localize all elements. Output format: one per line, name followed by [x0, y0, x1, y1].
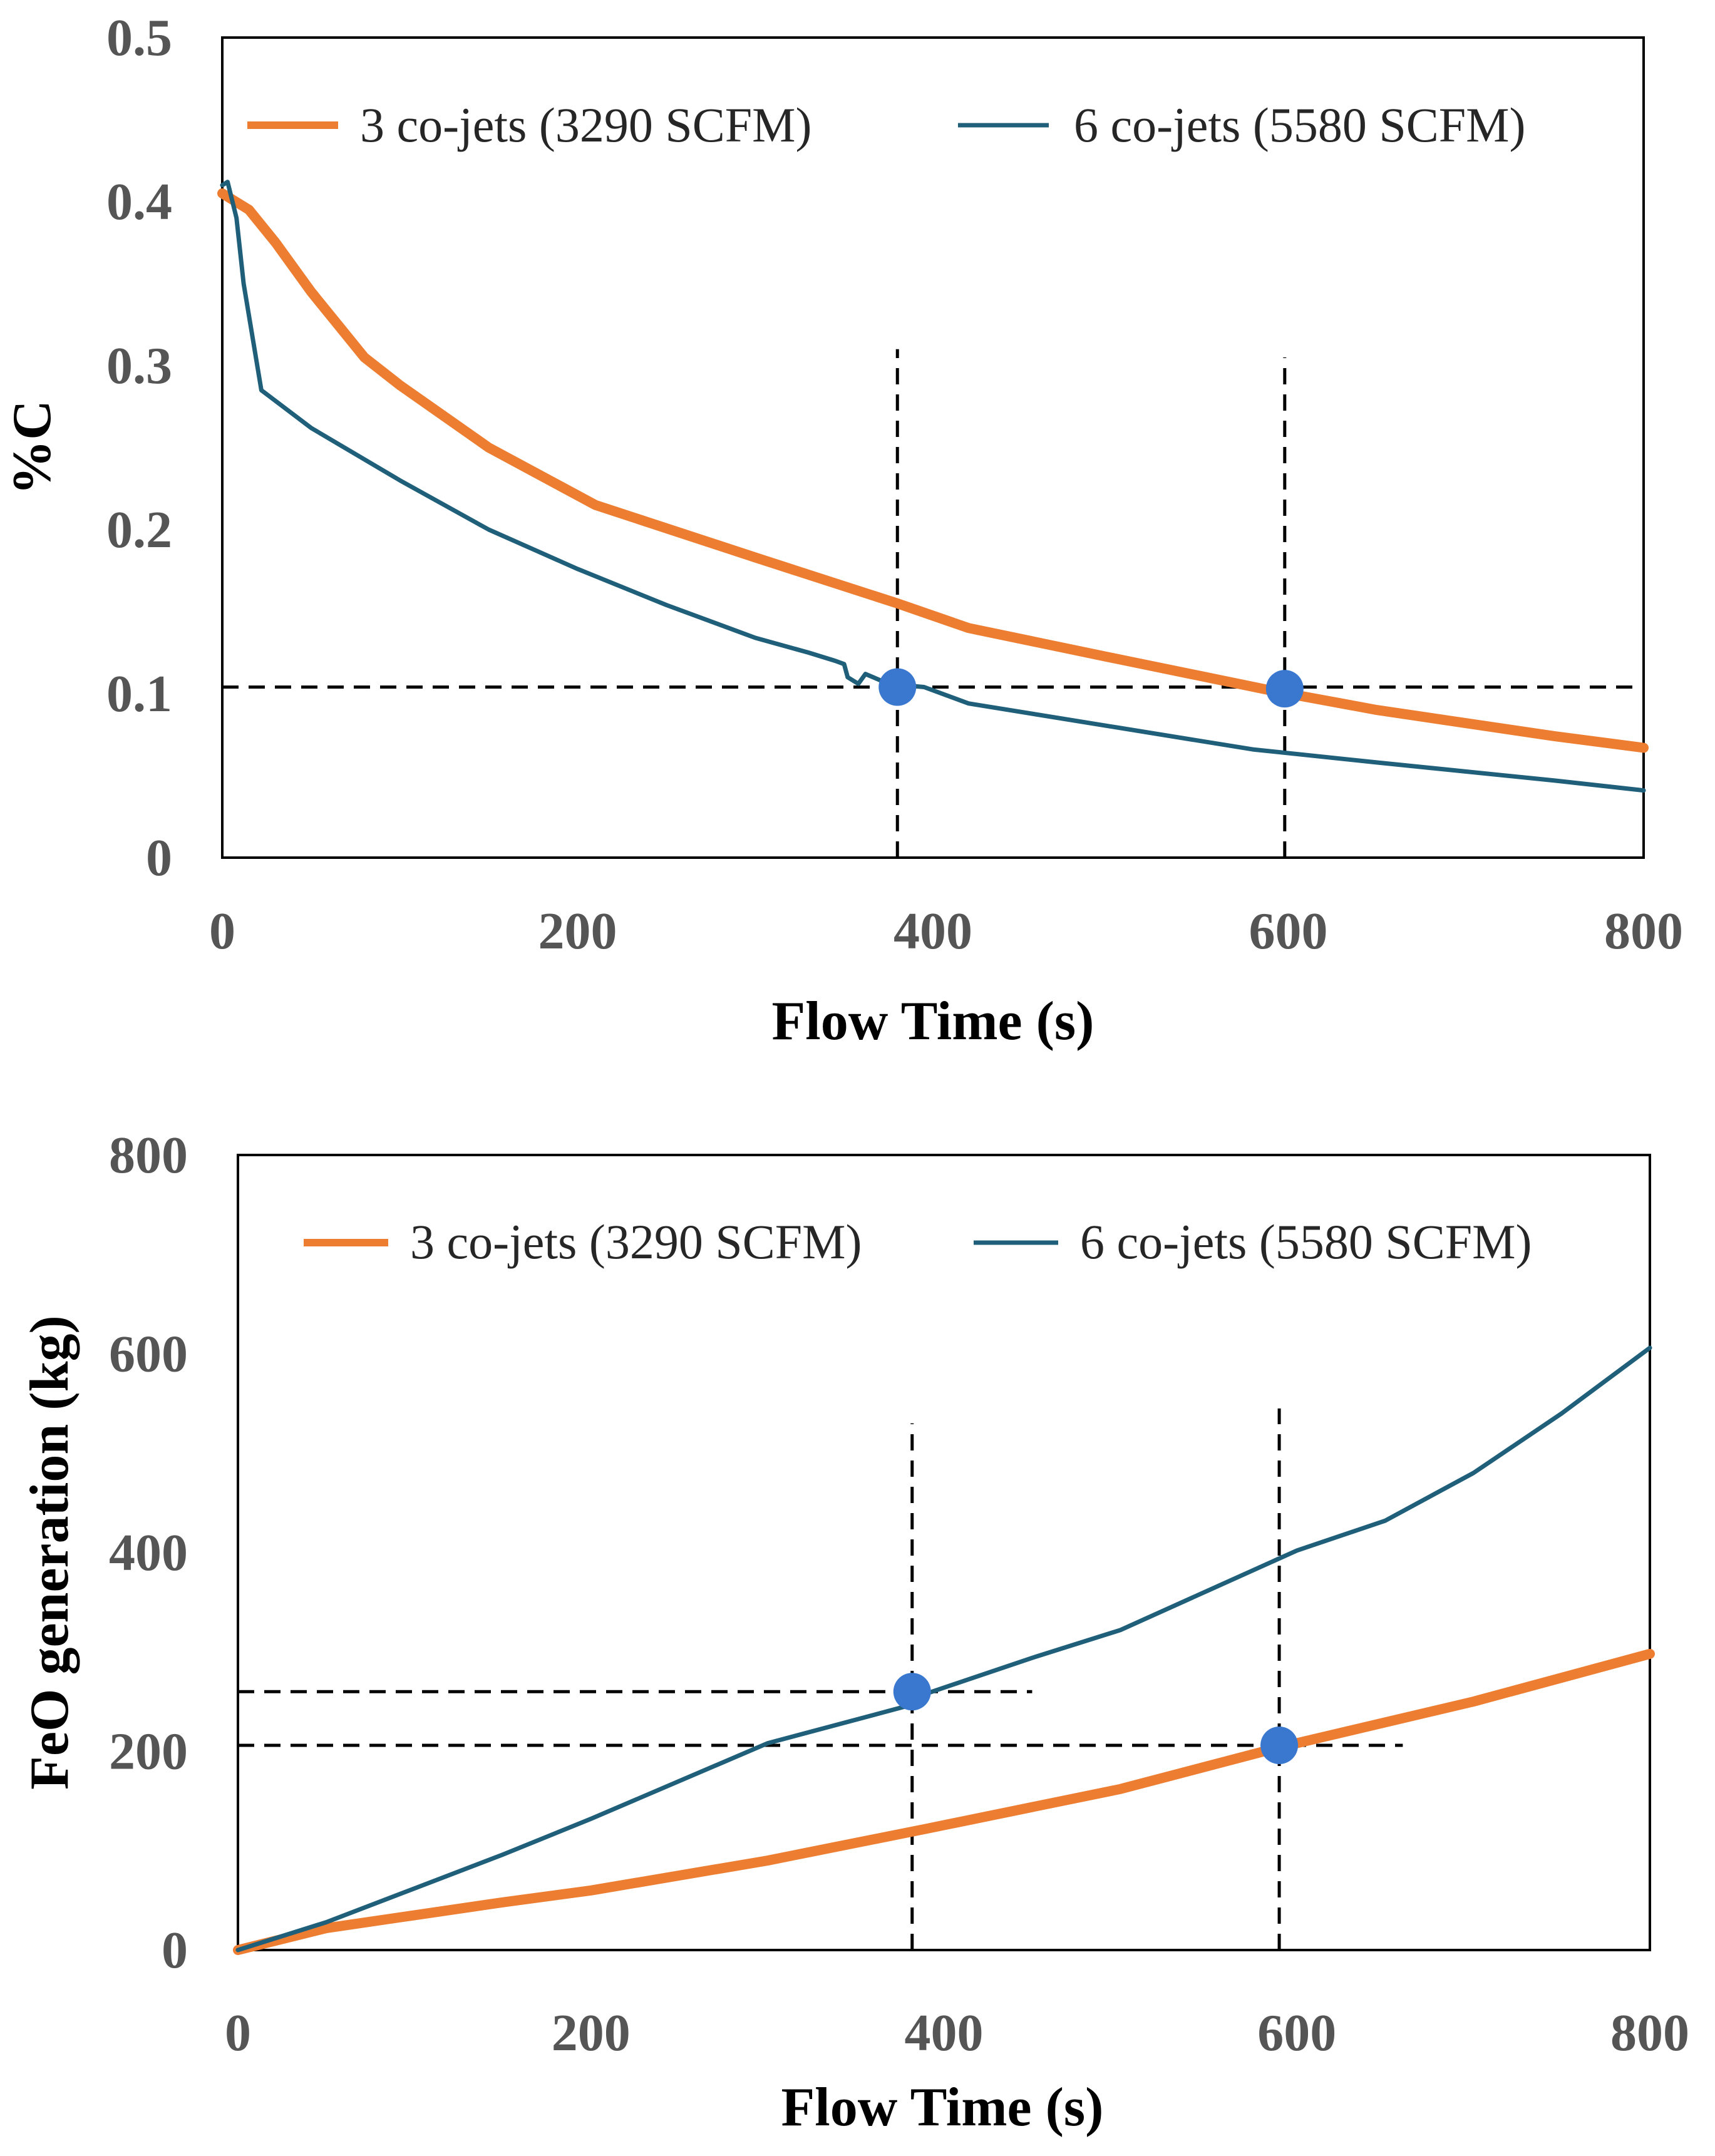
- carbon-marker-0: [878, 668, 917, 706]
- carbon-y-tick-1: 0.1: [106, 665, 172, 723]
- feo-series-3-cojets: [233, 1648, 1655, 1955]
- feo-y-axis-title: FeO generation (kg): [19, 1315, 80, 1790]
- carbon-x-tick-0: 0: [209, 902, 235, 960]
- feo-x-axis-title: Flow Time (s): [781, 2077, 1104, 2138]
- carbon-y-tick-5: 0.5: [106, 9, 172, 67]
- feo-legend-label-6-cojets: 6 co-jets (5580 SCFM): [1080, 1214, 1532, 1269]
- feo-y-tick-1: 200: [109, 1723, 188, 1781]
- carbon-series-6-cojets: [220, 180, 1646, 793]
- carbon-y-tick-3: 0.3: [106, 337, 172, 395]
- feo-series-6-cojets: [235, 1345, 1652, 1953]
- carbon-chart: 0 200 400 600 800 0 0.1 0.2 0.3 0.4 0.5 3 co-jets…: [2, 9, 1683, 1052]
- feo-x-tick-3: 600: [1257, 2004, 1336, 2062]
- carbon-legend-label-3-cojets: 3 co-jets (3290 SCFM): [360, 98, 812, 152]
- feo-y-tick-2: 400: [109, 1524, 188, 1582]
- carbon-y-tick-2: 0.2: [106, 501, 172, 559]
- feo-y-tick-0: 0: [162, 1921, 188, 1979]
- carbon-x-tick-4: 800: [1604, 902, 1683, 960]
- carbon-y-tick-0: 0: [146, 829, 172, 887]
- carbon-legend: 3 co-jets (3290 SCFM) 6 co-jets (5580 SC…: [247, 98, 1526, 152]
- feo-marker-1: [1260, 1726, 1299, 1764]
- carbon-x-tick-2: 400: [894, 902, 972, 960]
- feo-y-tick-4: 800: [109, 1126, 188, 1184]
- feo-x-tick-4: 800: [1610, 2004, 1689, 2062]
- carbon-marker-1: [1265, 670, 1304, 708]
- carbon-series-3-cojets: [217, 188, 1649, 753]
- feo-y-tick-3: 600: [109, 1325, 188, 1383]
- feo-chart: 0 200 400 600 800 0 200 400 600 800 3 co-jets (3…: [19, 1126, 1689, 2138]
- carbon-plot-area: [221, 36, 1645, 859]
- feo-legend: 3 co-jets (3290 SCFM) 6 co-jets (5580 SC…: [304, 1214, 1532, 1269]
- carbon-x-tick-3: 600: [1249, 902, 1328, 960]
- carbon-x-axis-title: Flow Time (s): [772, 991, 1094, 1052]
- feo-legend-label-3-cojets: 3 co-jets (3290 SCFM): [410, 1214, 862, 1269]
- carbon-y-axis-title: %C: [2, 400, 63, 495]
- carbon-y-tick-4: 0.4: [106, 173, 172, 231]
- feo-marker-0: [893, 1673, 931, 1711]
- feo-x-tick-1: 200: [552, 2004, 631, 2062]
- feo-x-tick-2: 400: [905, 2004, 984, 2062]
- feo-x-tick-0: 0: [225, 2004, 251, 2062]
- carbon-legend-label-6-cojets: 6 co-jets (5580 SCFM): [1074, 98, 1526, 152]
- carbon-x-tick-1: 200: [538, 902, 617, 960]
- feo-plot-area: [237, 1154, 1651, 1951]
